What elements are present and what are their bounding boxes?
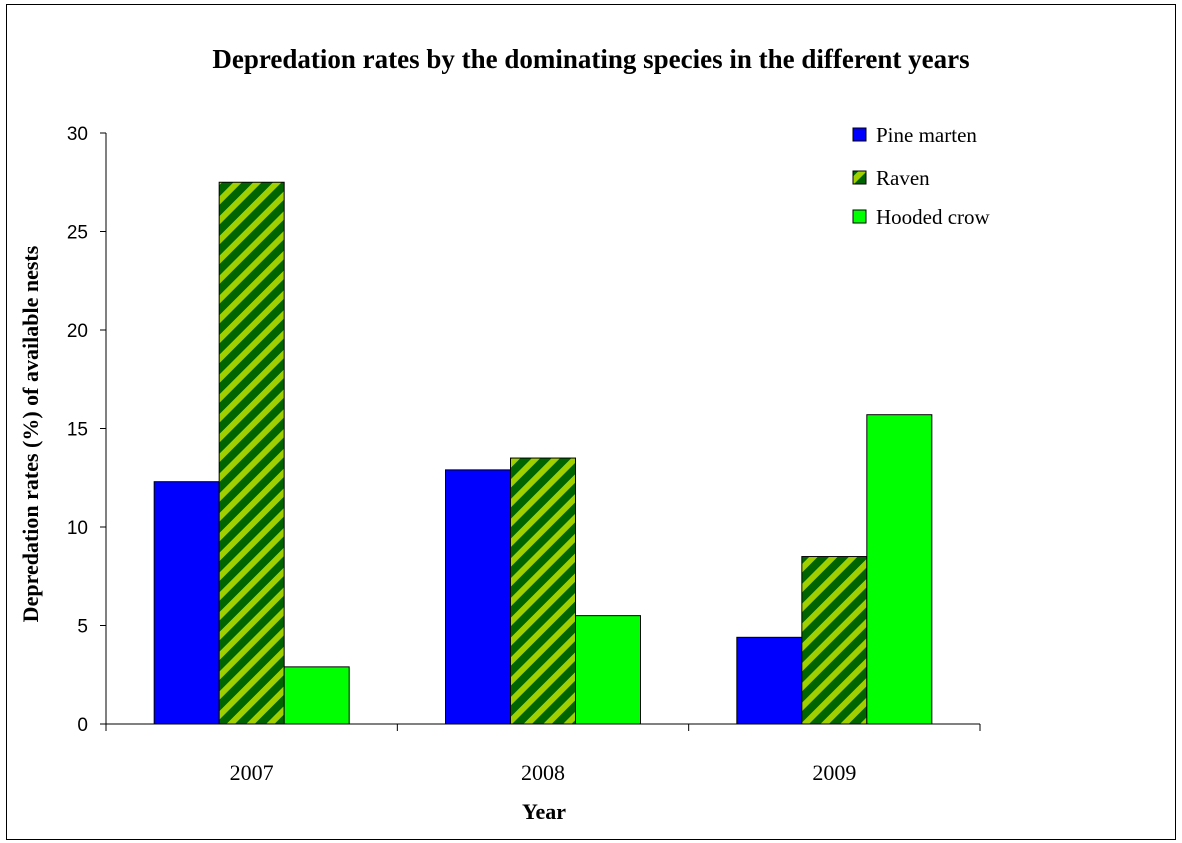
y-tick-label: 10	[67, 518, 88, 539]
bar-raven-2008	[510, 457, 576, 725]
y-axis-title: Depredation rates (%) of available nests	[18, 245, 43, 622]
legend-label-pine-marten: Pine marten	[876, 123, 977, 147]
legend-label-raven: Raven	[876, 166, 930, 190]
chart-title: Depredation rates by the dominating spec…	[212, 44, 969, 74]
y-tick-label: 25	[67, 223, 88, 244]
legend-swatch-hooded-crow	[852, 209, 867, 224]
y-tick-label: 20	[67, 321, 88, 342]
bar-hooded-crow-2009	[866, 414, 933, 725]
y-tick-label: 15	[67, 420, 88, 441]
y-tick-label: 5	[77, 617, 88, 638]
bar-hooded-crow-2007	[283, 666, 350, 725]
legend: Pine marten Raven Hooded crow	[852, 123, 991, 229]
y-tick-label: 30	[67, 124, 88, 145]
legend-label-hooded-crow: Hooded crow	[876, 205, 991, 229]
x-axis: 2007 2008 2009	[105, 723, 981, 785]
y-axis: 0 5 10 15 20 25 30	[67, 124, 107, 736]
bars	[153, 181, 933, 725]
bar-raven-2007	[218, 181, 285, 725]
bar-raven-2009	[801, 556, 868, 725]
legend-swatch-pine-marten	[852, 127, 867, 142]
legend-swatch-raven	[852, 170, 867, 185]
x-axis-title: Year	[522, 799, 566, 824]
y-tick-label: 0	[77, 715, 88, 736]
x-tick-label: 2009	[812, 760, 856, 785]
bar-pine-marten-2007	[153, 481, 220, 725]
bar-pine-marten-2008	[445, 469, 511, 725]
x-tick-label: 2008	[521, 760, 565, 785]
bar-hooded-crow-2008	[575, 615, 641, 725]
x-tick-label: 2007	[230, 760, 274, 785]
bar-pine-marten-2009	[736, 636, 803, 725]
